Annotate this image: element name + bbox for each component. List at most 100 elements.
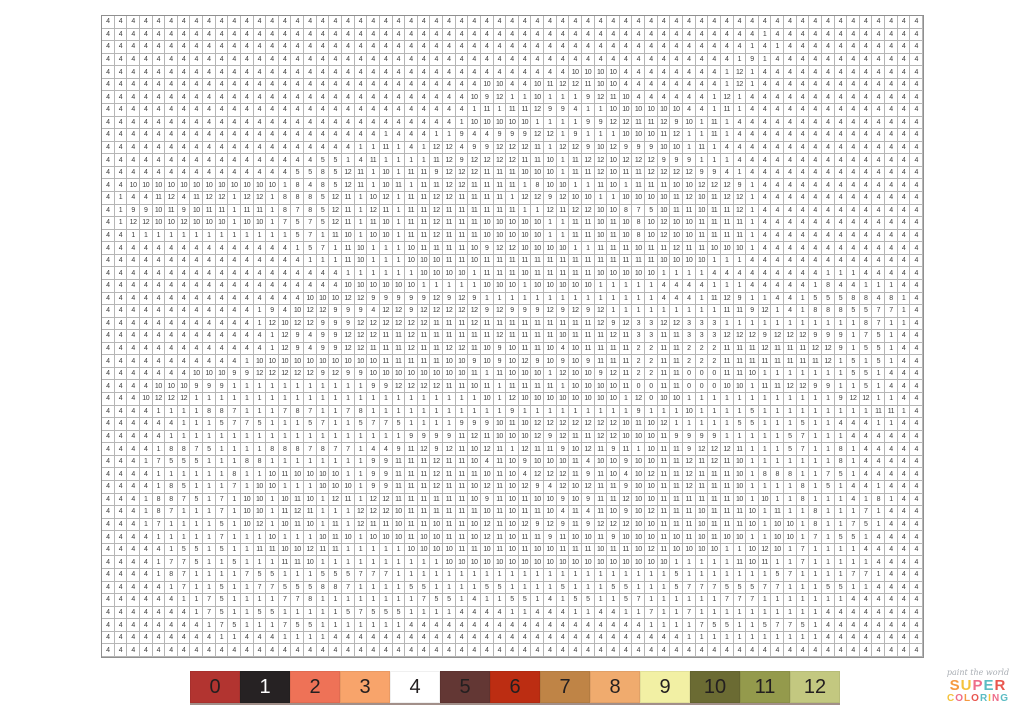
grid-cell: 5	[291, 229, 305, 243]
grid-cell: 10	[544, 279, 557, 293]
grid-cell: 10	[581, 393, 595, 406]
grid-cell: 12	[493, 242, 507, 255]
grid-cell: 1	[367, 267, 380, 280]
grid-cell: 4	[291, 116, 305, 130]
grid-cell: 4	[885, 179, 898, 192]
grid-cell: 11	[872, 405, 886, 419]
grid-cell: 1	[152, 405, 166, 419]
grid-cell: 9	[392, 292, 406, 306]
grid-cell: 12	[253, 191, 267, 205]
grid-cell: 1	[203, 556, 216, 570]
grid-cell: 4	[165, 305, 178, 318]
grid-cell: 4	[556, 619, 570, 632]
grid-cell: 4	[607, 606, 620, 620]
grid-cell: 10	[506, 531, 519, 544]
grid-cell: 11	[771, 342, 785, 356]
grid-cell: 1	[506, 569, 519, 582]
grid-cell: 1	[885, 355, 898, 368]
grid-cell: 10	[683, 254, 696, 268]
grid-cell: 4	[114, 129, 128, 142]
grid-cell: 4	[910, 217, 923, 230]
grid-cell: 11	[544, 443, 557, 456]
grid-cell: 1	[872, 506, 886, 519]
grid-cell: 4	[114, 355, 128, 368]
grid-cell: 4	[102, 78, 115, 92]
grid-cell: 1	[872, 279, 886, 293]
grid-cell: 1	[581, 405, 595, 419]
grid-cell: 4	[834, 619, 848, 632]
grid-cell: 4	[392, 78, 406, 92]
grid-cell: 4	[127, 141, 140, 155]
grid-cell: 4	[910, 141, 923, 155]
grid-cell: 10	[594, 217, 608, 230]
grid-cell: 1	[821, 430, 835, 444]
grid-cell: 7	[240, 569, 254, 582]
grid-cell: 4	[885, 116, 898, 130]
supercoloring-logo[interactable]: paint the world SUPER COLORING	[936, 669, 1020, 704]
grid-cell: 1	[228, 455, 241, 469]
grid-cell: 5	[443, 594, 456, 607]
grid-cell: 4	[645, 16, 658, 29]
grid-cell: 4	[177, 28, 191, 42]
grid-cell: 4	[683, 16, 696, 29]
grid-cell: 10	[506, 493, 519, 507]
grid-cell: 10	[657, 141, 671, 155]
grid-cell: 4	[834, 242, 848, 255]
grid-cell: 4	[405, 28, 418, 42]
grid-cell: 1	[291, 569, 305, 582]
grid-cell: 4	[278, 254, 292, 268]
grid-cell: 4	[114, 91, 128, 104]
grid-cell: 10	[569, 355, 582, 368]
grid-cell: 11	[493, 518, 507, 532]
grid-cell: 11	[430, 330, 444, 343]
grid-cell: 4	[228, 644, 241, 657]
grid-cell: 11	[607, 342, 620, 356]
grid-cell: 4	[885, 531, 898, 544]
grid-cell: 4	[834, 78, 848, 92]
grid-cell: 3	[695, 317, 709, 331]
grid-cell: 9	[531, 305, 545, 318]
grid-cell: 9	[392, 443, 406, 456]
grid-cell: 1	[493, 405, 507, 419]
grid-cell: 5	[329, 154, 342, 167]
grid-cell: 4	[152, 53, 166, 67]
grid-cell: 8	[809, 518, 822, 532]
grid-cell: 4	[796, 16, 810, 29]
grid-cell: 1	[240, 594, 254, 607]
grid-cell: 1	[443, 581, 456, 595]
grid-cell: 11	[531, 506, 545, 519]
grid-cell: 1	[771, 556, 785, 570]
grid-cell: 12	[847, 393, 860, 406]
grid-cell: 4	[569, 103, 582, 117]
grid-cell: 7	[304, 443, 317, 456]
grid-cell: 4	[102, 594, 115, 607]
grid-cell: 1	[139, 493, 153, 507]
grid-cell: 4	[607, 53, 620, 67]
grid-cell: 11	[291, 556, 305, 570]
grid-cell: 4	[341, 16, 355, 29]
grid-cell: 4	[784, 141, 797, 155]
grid-cell: 1	[809, 430, 822, 444]
grid-cell: 1	[228, 204, 241, 218]
grid-cell: 5	[796, 418, 810, 431]
grid-cell: 4	[720, 28, 734, 42]
grid-cell: 4	[203, 279, 216, 293]
grid-cell: 10	[733, 242, 747, 255]
grid-cell: 1	[821, 455, 835, 469]
grid-cell: 4	[821, 103, 835, 117]
grid-cell: 11	[443, 493, 456, 507]
grid-cell: 4	[872, 594, 886, 607]
grid-cell: 4	[480, 606, 494, 620]
grid-cell: 1	[266, 594, 279, 607]
grid-cell: 1	[556, 154, 570, 167]
grid-cell: 4	[872, 229, 886, 243]
grid-cell: 12	[443, 191, 456, 205]
grid-cell: 4	[177, 41, 191, 54]
grid-cell: 1	[266, 393, 279, 406]
grid-cell: 4	[796, 28, 810, 42]
grid-cell: 4	[177, 305, 191, 318]
grid-cell: 1	[859, 493, 873, 507]
grid-cell: 1	[809, 493, 822, 507]
grid-cell: 1	[329, 430, 342, 444]
grid-cell: 4	[771, 191, 785, 205]
